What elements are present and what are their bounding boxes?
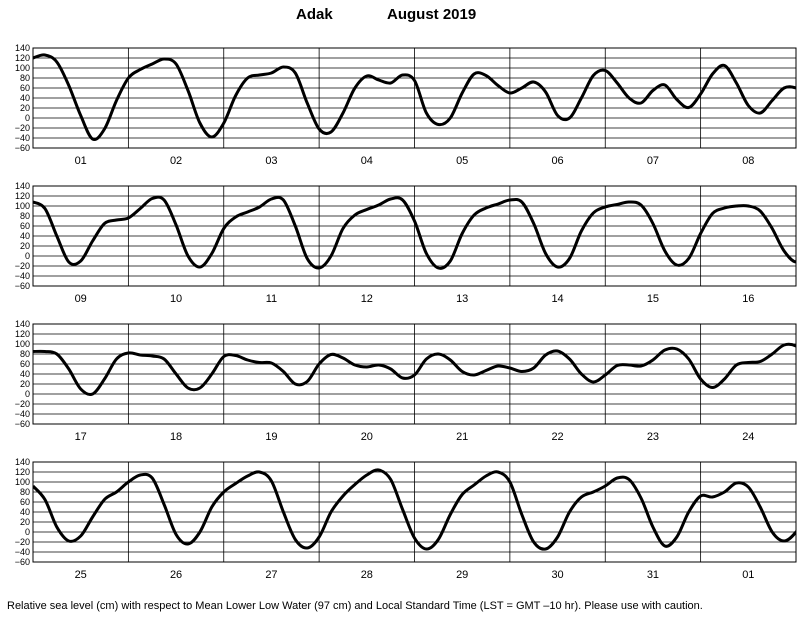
day-label: 06 [551, 155, 563, 167]
day-label: 31 [647, 569, 659, 581]
y-tick-label: 100 [15, 63, 30, 73]
plot-frame [32, 185, 797, 287]
y-tick-label: 80 [20, 73, 30, 83]
y-tick-label: 20 [20, 379, 30, 389]
chart-title-station: Adak [296, 6, 333, 23]
day-label: 21 [456, 431, 468, 443]
y-tick-label: 0 [25, 527, 30, 537]
y-tick-label: −60 [15, 557, 30, 567]
day-label: 08 [742, 155, 754, 167]
day-label: 17 [75, 431, 87, 443]
y-tick-label: 80 [20, 211, 30, 221]
y-tick-label: −20 [15, 123, 30, 133]
day-label: 10 [170, 293, 182, 305]
day-label: 15 [647, 293, 659, 305]
y-tick-label: 100 [15, 339, 30, 349]
sea-level-line [33, 195, 796, 270]
day-label: 01 [75, 155, 87, 167]
y-tick-label: 40 [20, 93, 30, 103]
day-label: 18 [170, 431, 182, 443]
y-tick-label: 80 [20, 487, 30, 497]
day-label: 11 [266, 293, 277, 305]
day-label: 28 [361, 569, 373, 581]
y-tick-label: −20 [15, 399, 30, 409]
y-tick-label: 120 [15, 329, 30, 339]
plot-frame [32, 47, 797, 149]
day-label: 05 [456, 155, 468, 167]
day-label: 27 [265, 569, 277, 581]
y-tick-label: −40 [15, 409, 30, 419]
y-tick-label: 60 [20, 497, 30, 507]
y-tick-label: −20 [15, 261, 30, 271]
day-label: 26 [170, 569, 182, 581]
day-label: 02 [170, 155, 182, 167]
day-label: 04 [361, 155, 373, 167]
y-tick-label: 40 [20, 507, 30, 517]
plot-frame [32, 461, 797, 563]
day-label: 03 [265, 155, 277, 167]
day-label: 13 [456, 293, 468, 305]
day-label: 23 [647, 431, 659, 443]
y-tick-label: 120 [15, 191, 30, 201]
day-label: 25 [75, 569, 87, 581]
y-tick-label: 140 [15, 43, 30, 53]
y-tick-label: 140 [15, 181, 30, 191]
y-tick-label: 120 [15, 467, 30, 477]
chart-caption: Relative sea level (cm) with respect to … [7, 600, 703, 612]
y-tick-label: 0 [25, 389, 30, 399]
day-label: 09 [75, 293, 87, 305]
day-label: 30 [551, 569, 563, 581]
y-tick-label: 140 [15, 457, 30, 467]
day-label: 24 [742, 431, 754, 443]
y-tick-label: 0 [25, 113, 30, 123]
day-label: 20 [361, 431, 373, 443]
y-tick-label: 20 [20, 241, 30, 251]
y-tick-label: 80 [20, 349, 30, 359]
y-tick-label: 60 [20, 221, 30, 231]
y-tick-label: −60 [15, 419, 30, 429]
y-tick-label: −40 [15, 547, 30, 557]
y-tick-label: −40 [15, 133, 30, 143]
plot-frame [32, 323, 797, 425]
sea-level-line [33, 342, 796, 397]
y-tick-label: 60 [20, 359, 30, 369]
y-tick-label: 20 [20, 103, 30, 113]
sea-level-line [33, 53, 796, 141]
y-tick-label: 140 [15, 319, 30, 329]
chart-title-month: August 2019 [387, 6, 477, 23]
day-label: 12 [361, 293, 373, 305]
y-tick-label: −60 [15, 143, 30, 153]
day-label: 22 [551, 431, 563, 443]
y-tick-label: −40 [15, 271, 30, 281]
day-label: 19 [265, 431, 277, 443]
day-label: 14 [551, 293, 563, 305]
y-tick-label: 40 [20, 369, 30, 379]
y-tick-label: 0 [25, 251, 30, 261]
y-tick-label: 100 [15, 477, 30, 487]
y-tick-label: 60 [20, 83, 30, 93]
y-tick-label: −20 [15, 537, 30, 547]
day-label: 07 [647, 155, 659, 167]
sea-level-line [33, 468, 796, 551]
y-tick-label: −60 [15, 281, 30, 291]
day-label: 29 [456, 569, 468, 581]
y-tick-label: 40 [20, 231, 30, 241]
day-label: 01 [742, 569, 754, 581]
y-tick-label: 120 [15, 53, 30, 63]
y-tick-label: 100 [15, 201, 30, 211]
day-label: 16 [742, 293, 754, 305]
y-tick-label: 20 [20, 517, 30, 527]
